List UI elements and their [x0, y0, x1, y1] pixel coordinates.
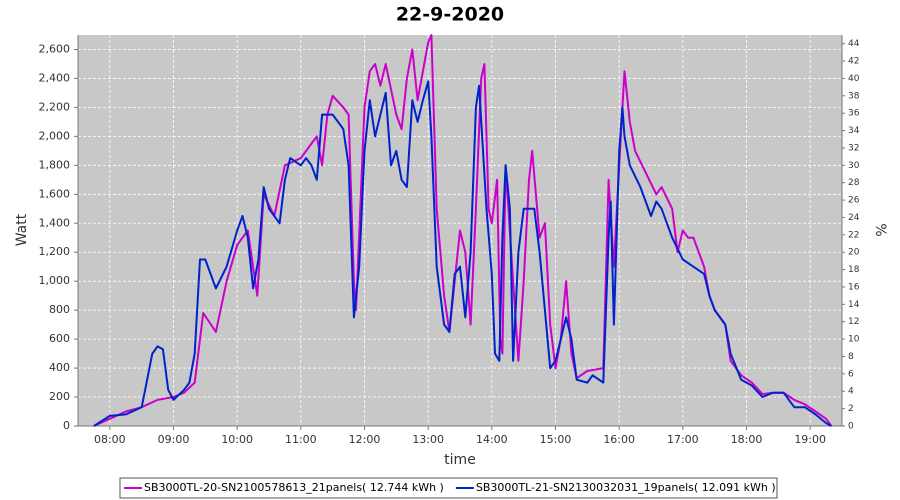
x-tick-label: 14:00: [476, 433, 508, 446]
y2-tick-label: 6: [848, 369, 854, 379]
legend-label: SB3000TL-21-SN2130032031_19panels( 12.09…: [476, 481, 776, 494]
x-tick-label: 09:00: [158, 433, 190, 446]
y2-tick-label: 38: [848, 91, 860, 101]
x-tick-label: 19:00: [794, 433, 826, 446]
legend: [119, 477, 778, 499]
x-tick-label: 12:00: [349, 433, 381, 446]
y2-tick-label: 12: [848, 317, 859, 327]
chart-title: 22-9-2020: [396, 4, 504, 26]
y2-tick-label: 22: [848, 230, 859, 240]
y2-tick-label: 32: [848, 143, 859, 153]
y2-tick-label: 2: [848, 404, 854, 414]
x-tick-label: 10:00: [221, 433, 253, 446]
y-tick-label: 800: [49, 303, 70, 316]
y2-tick-label: 16: [848, 282, 860, 292]
y-tick-label: 1,800: [39, 158, 71, 171]
y2-tick-label: 10: [848, 335, 860, 345]
series-line: [93, 80, 832, 427]
x-tick-label: 08:00: [94, 433, 126, 446]
y2-tick-label: 14: [848, 300, 860, 310]
x-tick-label: 16:00: [603, 433, 635, 446]
x-tick-label: 18:00: [731, 433, 763, 446]
x-tick-label: 13:00: [412, 433, 444, 446]
x-tick-label: 17:00: [667, 433, 699, 446]
y2-tick-label: 40: [848, 74, 860, 84]
y-tick-label: 400: [49, 361, 70, 374]
y2-tick-label: 36: [848, 109, 860, 119]
y2-tick-label: 44: [848, 39, 860, 49]
y-tick-label: 2,000: [39, 129, 71, 142]
y2-tick-label: 34: [848, 126, 860, 136]
y-tick-label: 1,600: [39, 187, 71, 200]
y-tick-label: 1,200: [39, 245, 71, 258]
x-tick-label: 11:00: [285, 433, 317, 446]
y-tick-label: 2,400: [39, 71, 71, 84]
y-tick-label: 200: [49, 390, 70, 403]
x-axis-label: time: [444, 452, 476, 468]
y2-axis-label: %: [872, 223, 888, 236]
series-line: [93, 34, 833, 427]
x-tick-label: 15:00: [540, 433, 572, 446]
y2-tick-label: 20: [848, 248, 860, 258]
y-axis-label: Watt: [14, 213, 30, 246]
y2-tick-label: 18: [848, 265, 860, 275]
y2-tick-label: 28: [848, 178, 860, 188]
y-tick-label: 0: [63, 419, 70, 432]
y2-tick-label: 42: [848, 57, 859, 67]
y2-tick-label: 8: [848, 352, 854, 362]
y-tick-label: 2,600: [39, 42, 71, 55]
y-tick-label: 600: [49, 332, 70, 345]
y2-tick-label: 30: [848, 161, 860, 171]
y-tick-label: 1,000: [39, 274, 71, 287]
y2-tick-label: 26: [848, 196, 860, 206]
y-tick-label: 2,200: [39, 100, 71, 113]
y2-tick-label: 0: [848, 422, 854, 432]
y2-tick-label: 4: [848, 387, 854, 397]
legend-label: SB3000TL-20-SN2100578613_21panels( 12.74…: [144, 481, 444, 494]
y-tick-label: 1,400: [39, 216, 71, 229]
y2-tick-label: 24: [848, 213, 860, 223]
